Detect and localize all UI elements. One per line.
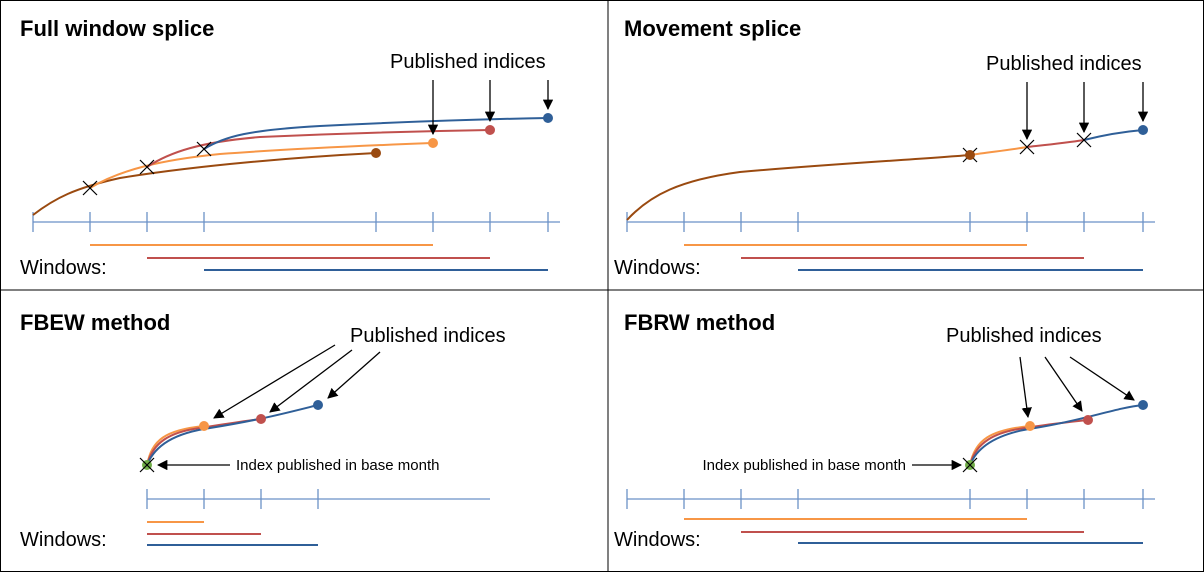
arrow xyxy=(1069,356,1135,401)
windows-label: Windows: xyxy=(20,529,107,551)
index-point xyxy=(1138,125,1148,135)
splice-mark xyxy=(139,457,155,473)
curve xyxy=(626,154,971,221)
windows-label: Windows: xyxy=(20,257,107,279)
curve xyxy=(969,146,1028,156)
splice-mark xyxy=(139,159,155,175)
index-point xyxy=(543,113,553,123)
curve xyxy=(89,142,434,189)
curve xyxy=(1026,139,1085,148)
base-note: Index published in base month xyxy=(703,457,906,474)
curve xyxy=(969,425,1031,466)
panel-title: Full window splice xyxy=(20,16,214,41)
splice-mark xyxy=(1076,132,1092,148)
annotation: Published indices xyxy=(986,53,1142,75)
panel-title: FBRW method xyxy=(624,310,775,335)
index-point xyxy=(313,400,323,410)
arrow xyxy=(213,344,336,419)
panel-title: FBEW method xyxy=(20,310,170,335)
curve xyxy=(146,404,319,466)
curve xyxy=(203,117,549,150)
annotation: Published indices xyxy=(946,325,1102,347)
curve xyxy=(969,404,1144,466)
curve xyxy=(32,152,377,216)
index-point xyxy=(199,421,209,431)
splice-mark xyxy=(82,180,98,196)
windows-label: Windows: xyxy=(614,257,701,279)
index-point xyxy=(371,148,381,158)
panel-title: Movement splice xyxy=(624,16,801,41)
windows-label: Windows: xyxy=(614,529,701,551)
arrow xyxy=(327,351,381,399)
curve xyxy=(146,129,491,168)
index-point xyxy=(428,138,438,148)
index-point xyxy=(256,414,266,424)
splice-mark xyxy=(1019,139,1035,155)
index-point xyxy=(1138,400,1148,410)
base-note: Index published in base month xyxy=(236,457,439,474)
index-point xyxy=(1025,421,1035,431)
index-point xyxy=(965,150,975,160)
arrow xyxy=(1044,356,1083,412)
arrow xyxy=(269,349,353,413)
curve xyxy=(146,425,205,466)
annotation: Published indices xyxy=(390,51,546,73)
splice-mark xyxy=(962,457,978,473)
index-point xyxy=(485,125,495,135)
splice-mark xyxy=(196,141,212,157)
index-point xyxy=(1083,415,1093,425)
annotation: Published indices xyxy=(350,325,506,347)
curve xyxy=(1083,129,1144,141)
arrow xyxy=(1019,356,1032,419)
